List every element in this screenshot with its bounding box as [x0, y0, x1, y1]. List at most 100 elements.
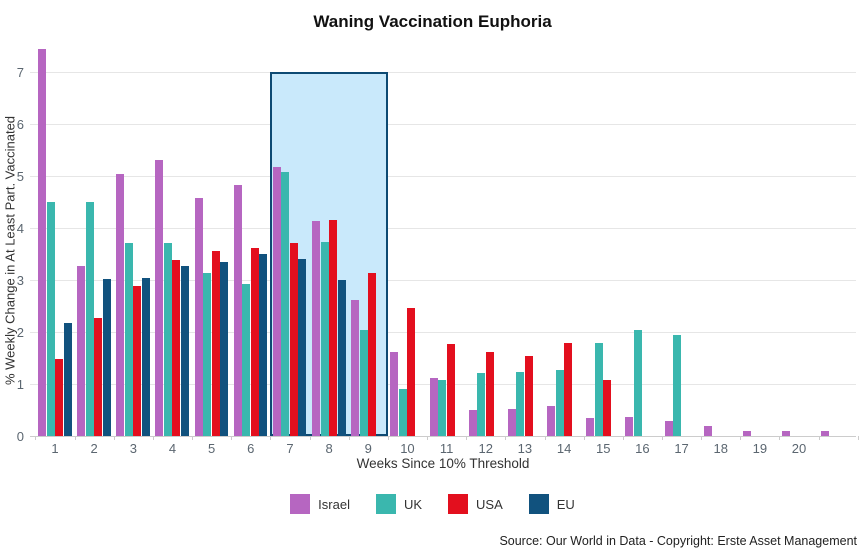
legend-item-israel[interactable]: Israel	[290, 494, 350, 514]
bar-israel-week-11	[429, 378, 438, 436]
bar-uk-week-3	[124, 242, 133, 436]
bar-uk-week-8	[320, 241, 329, 436]
bar-israel-week-21	[821, 430, 830, 436]
bar-usa-week-3	[133, 286, 142, 436]
legend-label-israel: Israel	[318, 496, 350, 512]
bar-israel-week-17	[664, 421, 673, 436]
bar-uk-week-16	[633, 330, 642, 436]
legend-item-uk[interactable]: UK	[375, 494, 423, 514]
bar-israel-week-5	[194, 198, 203, 436]
y-tick-label-7: 7	[16, 65, 24, 80]
bar-eu-week-1	[63, 323, 72, 436]
x-tick-label-9: 9	[364, 441, 372, 456]
legend-swatch-eu	[528, 494, 549, 514]
bar-uk-week-14	[555, 369, 564, 436]
bar-israel-week-15	[586, 418, 595, 436]
bar-israel-week-7	[272, 167, 281, 436]
legend-swatch-usa	[448, 494, 469, 514]
bar-eu-week-4	[180, 265, 189, 436]
y-tick-label-3: 3	[16, 273, 24, 288]
bar-eu-week-8	[337, 280, 346, 436]
bar-uk-week-13	[516, 371, 525, 436]
legend-label-usa: USA	[476, 496, 503, 512]
x-tick-label-13: 13	[517, 441, 533, 456]
bar-israel-week-10	[390, 352, 399, 436]
x-tick-label-15: 15	[596, 441, 611, 456]
bar-usa-week-2	[94, 317, 103, 436]
bar-usa-week-9	[368, 272, 377, 436]
gridline-y-7	[30, 72, 856, 73]
bar-uk-week-10	[398, 389, 407, 436]
x-axis-line	[30, 436, 856, 437]
chart-title: Waning Vaccination Euphoria	[313, 12, 552, 31]
bar-eu-week-2	[102, 279, 111, 436]
x-tick-mark	[622, 436, 624, 440]
x-tick-label-6: 6	[247, 441, 255, 456]
bar-usa-week-1	[55, 358, 63, 436]
y-tick-label-6: 6	[16, 117, 24, 132]
legend-item-eu[interactable]: EU	[528, 494, 575, 514]
bar-eu-week-5	[220, 261, 229, 436]
bar-usa-week-7	[289, 242, 298, 436]
x-tick-mark	[661, 436, 663, 440]
bar-israel-week-20	[782, 430, 791, 436]
x-tick-label-8: 8	[325, 441, 333, 456]
bar-israel-week-18	[703, 425, 712, 436]
bar-israel-week-2	[77, 266, 86, 436]
bar-israel-week-19	[742, 430, 751, 436]
x-tick-label-7: 7	[286, 441, 294, 456]
bar-usa-week-15	[603, 379, 612, 436]
legend-label-uk: UK	[403, 496, 423, 512]
gridline-y-4	[30, 228, 856, 229]
gridline-y-3	[30, 280, 856, 281]
x-tick-label-12: 12	[478, 441, 493, 456]
x-tick-mark	[818, 436, 820, 440]
bar-eu-week-7	[298, 259, 307, 436]
x-tick-mark	[387, 436, 389, 440]
bar-uk-week-12	[477, 373, 486, 436]
plot-area: % Weekly Change in At Least Part. Vaccin…	[3, 48, 859, 471]
x-tick-label-10: 10	[400, 441, 415, 456]
bar-uk-week-11	[438, 380, 447, 436]
bar-israel-week-8	[312, 220, 321, 436]
bar-uk-week-17	[673, 334, 682, 436]
x-tick-mark	[857, 436, 859, 440]
x-tick-label-1: 1	[51, 441, 59, 456]
bar-usa-week-5	[211, 250, 220, 436]
bar-usa-week-12	[485, 352, 494, 436]
legend-label-eu: EU	[556, 496, 575, 512]
source-credit: Source: Our World in Data - Copyright: E…	[499, 534, 857, 548]
gridline-y-2	[30, 332, 856, 333]
x-tick-label-5: 5	[208, 441, 216, 456]
x-tick-label-20: 20	[791, 441, 807, 456]
bar-usa-week-11	[446, 344, 455, 436]
x-tick-mark	[583, 436, 585, 440]
bar-israel-week-14	[547, 405, 556, 436]
bar-uk-week-5	[203, 272, 212, 436]
x-tick-mark	[544, 436, 546, 440]
bar-israel-week-6	[233, 184, 242, 436]
bar-israel-week-13	[507, 409, 516, 436]
x-tick-mark	[427, 436, 429, 440]
bar-usa-week-14	[564, 343, 573, 436]
bar-uk-week-6	[242, 283, 251, 436]
legend-item-usa[interactable]: USA	[448, 494, 503, 514]
x-tick-mark	[35, 436, 37, 440]
bar-israel-week-4	[155, 159, 164, 436]
x-tick-mark	[740, 436, 742, 440]
x-tick-label-4: 4	[168, 441, 177, 456]
y-tick-label-1: 1	[16, 377, 24, 392]
legend-swatch-israel	[290, 494, 311, 514]
x-tick-mark	[701, 436, 703, 440]
x-tick-mark	[505, 436, 507, 440]
bar-israel-week-9	[351, 300, 360, 436]
bar-usa-week-8	[329, 219, 338, 436]
legend: Israel UK USA EU	[0, 494, 865, 514]
y-tick-label-5: 5	[16, 169, 24, 184]
gridline-y-6	[30, 124, 856, 125]
bar-eu-week-3	[141, 277, 150, 436]
bar-usa-week-6	[250, 247, 259, 436]
bar-israel-week-3	[116, 173, 125, 436]
x-tick-mark	[231, 436, 233, 440]
gridline-y-5	[30, 176, 856, 177]
